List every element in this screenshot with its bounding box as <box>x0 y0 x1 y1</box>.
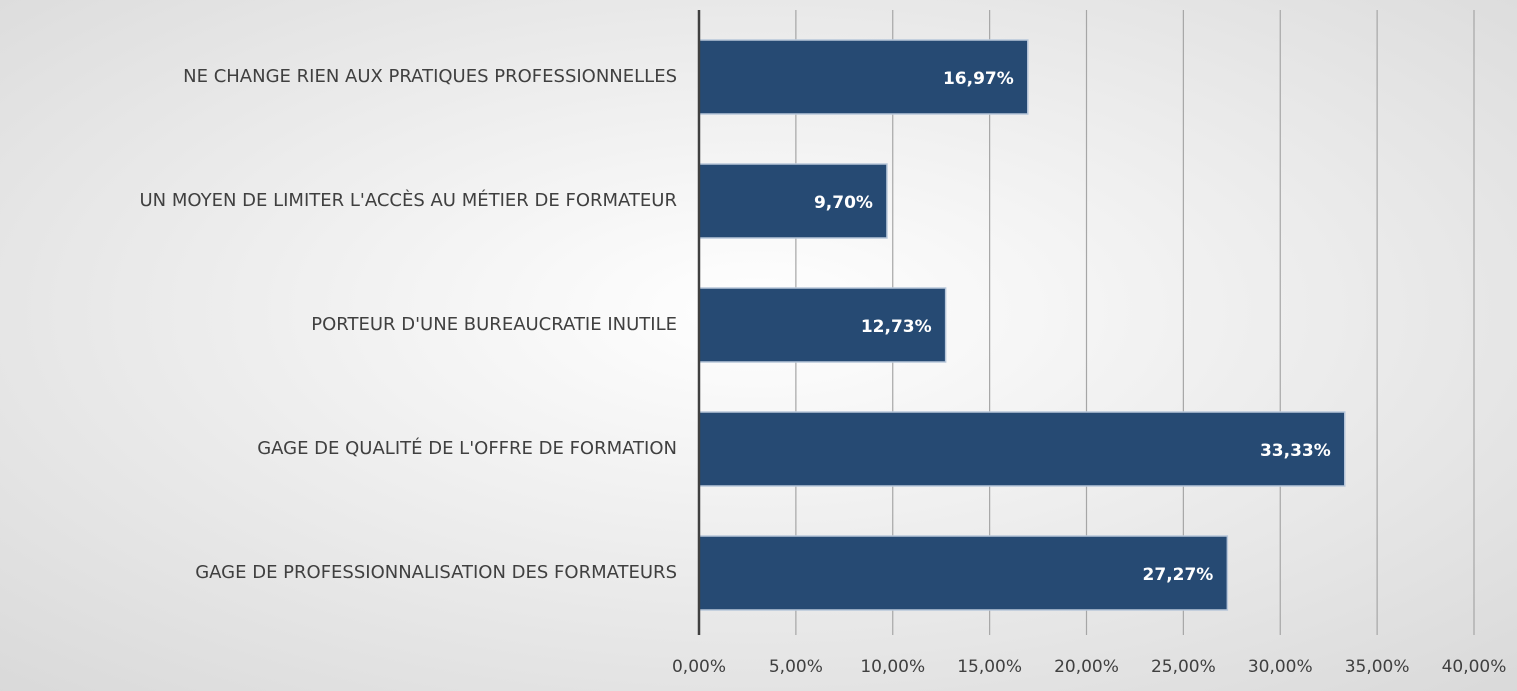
bar <box>698 411 1346 487</box>
x-tick-label: 40,00% <box>1442 657 1507 677</box>
bar <box>698 39 1029 115</box>
value-label: 12,73% <box>861 317 932 337</box>
x-tick-label: 35,00% <box>1345 657 1410 677</box>
bar <box>698 535 1229 611</box>
x-tick-label: 0,00% <box>672 657 726 677</box>
value-label: 33,33% <box>1260 441 1331 461</box>
value-label: 27,27% <box>1143 565 1214 585</box>
value-label: 9,70% <box>814 193 873 213</box>
bar <box>698 163 888 239</box>
y-tick-label: NE CHANGE RIEN AUX PRATIQUES PROFESSIONN… <box>183 66 677 87</box>
x-tick-label: 15,00% <box>957 657 1022 677</box>
x-tick-label: 20,00% <box>1054 657 1119 677</box>
value-label: 16,97% <box>943 69 1014 89</box>
x-tick-label: 5,00% <box>769 657 823 677</box>
y-tick-label: UN MOYEN DE LIMITER L'ACCÈS AU MÉTIER DE… <box>140 189 678 211</box>
y-tick-label: GAGE DE QUALITÉ DE L'OFFRE DE FORMATION <box>257 437 677 459</box>
x-tick-label: 30,00% <box>1248 657 1313 677</box>
bar <box>698 287 947 363</box>
y-tick-label: PORTEUR D'UNE BUREAUCRATIE INUTILE <box>311 314 677 335</box>
x-tick-label: 25,00% <box>1151 657 1216 677</box>
x-tick-label: 10,00% <box>860 657 925 677</box>
y-tick-label: GAGE DE PROFESSIONNALISATION DES FORMATE… <box>195 562 677 583</box>
